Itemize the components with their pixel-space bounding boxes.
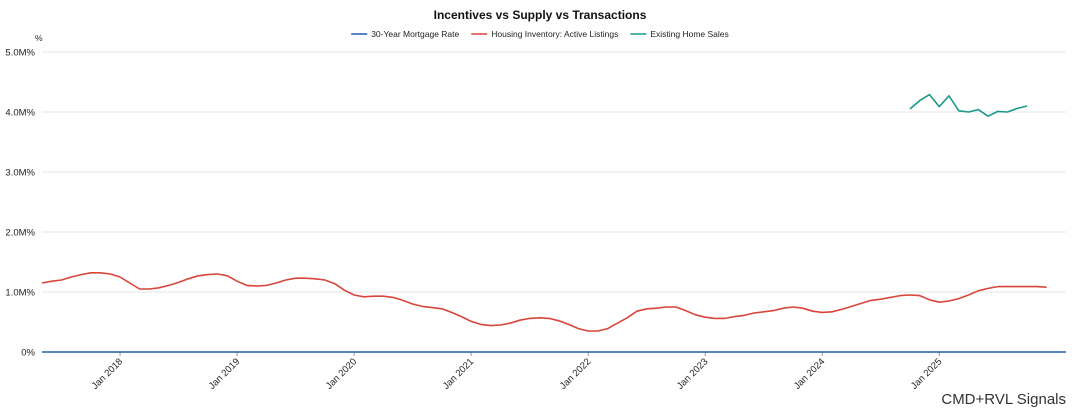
x-tick-label: Jan 2025 (909, 356, 944, 391)
legend-item[interactable]: Existing Home Sales (630, 29, 729, 39)
y-tick-label: 4.0M% (5, 108, 35, 119)
watermark-label: CMD+RVL Signals (941, 391, 1066, 408)
x-tick-label: Jan 2023 (675, 356, 710, 391)
series-layer (41, 93, 1066, 353)
x-tick-label: Jan 2024 (792, 356, 827, 391)
y-unit-label: % (35, 33, 43, 43)
legend-label: 30-Year Mortgage Rate (371, 29, 459, 39)
legend: 30-Year Mortgage Rate Housing Inventory: … (351, 29, 729, 39)
chart-title: Incentives vs Supply vs Transactions (434, 8, 647, 22)
legend-item[interactable]: Housing Inventory: Active Listings (471, 29, 618, 39)
series-line-existing-home-sales (909, 93, 1028, 117)
legend-label: Existing Home Sales (650, 29, 728, 39)
y-tick-label: 2.0M% (5, 228, 35, 239)
x-axis: Jan 2018 Jan 2019 Jan 2020 Jan 2021 Jan 2022… (90, 352, 944, 392)
grid (42, 51, 1066, 293)
x-tick-label: Jan 2020 (324, 356, 359, 391)
x-tick-label: Jan 2019 (207, 356, 242, 391)
legend-label: Housing Inventory: Active Listings (491, 29, 618, 39)
legend-item[interactable]: 30-Year Mortgage Rate (351, 29, 460, 39)
y-tick-label: 3.0M% (5, 168, 35, 179)
x-tick-label: Jan 2021 (441, 356, 476, 391)
y-tick-label: 1.0M% (5, 288, 35, 299)
y-tick-label: 5.0M% (5, 48, 35, 59)
x-tick-label: Jan 2022 (558, 356, 593, 391)
y-axis: 0% 1.0M% 2.0M% 3.0M% 4.0M% 5.0M% (5, 48, 35, 359)
series-line-housing-inventory-active-listings (41, 272, 1047, 332)
x-tick-label: Jan 2018 (90, 356, 125, 391)
y-tick-label: 0% (21, 348, 35, 359)
